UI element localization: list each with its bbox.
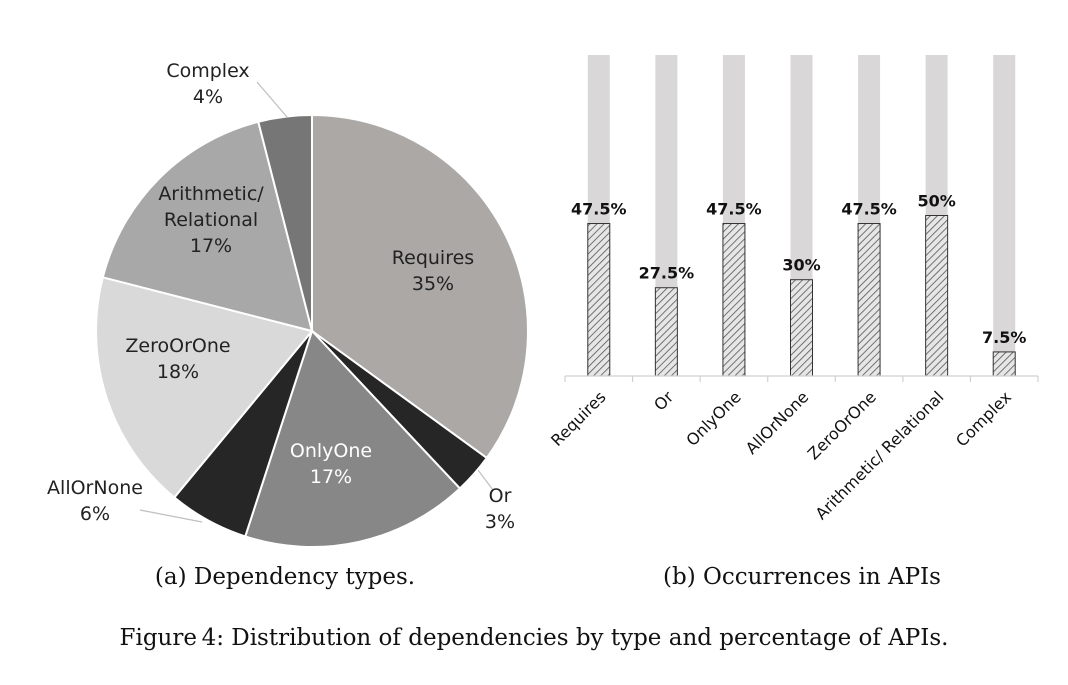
pie-label: OnlyOne 17% [290,440,372,488]
bar-value-label: 30% [782,256,820,275]
pie-slice-onlyone [243,329,462,548]
pie-label: Requires 35% [392,247,474,295]
pie-slice-arithmeticrelational [101,120,314,333]
bar-value-label: 47.5% [841,200,897,219]
bar-background [993,55,1016,376]
pie-label: ZeroOrOne 18% [125,335,230,383]
bar-value-label: 47.5% [571,200,627,219]
x-tick-label: OnlyOne [682,387,744,449]
pie-label: Complex 4% [166,60,249,108]
x-tick-label: Requires [547,387,610,450]
pie-label: Or 3% [485,485,515,533]
bar-caption: (b) Occurrences in APIs [663,564,941,590]
bar [790,279,813,377]
pie-leader-line [256,81,288,118]
bar [654,287,678,377]
pie-leader-line [139,509,203,523]
pie-caption: (a) Dependency types. [155,564,415,590]
bar [587,223,611,377]
bar-value-label: 27.5% [639,264,695,283]
bar [925,215,949,377]
bar-chart: 47.5% 27.5% 47.5% 30% 47.5% 50% 7.5% Requires O… [547,55,1039,523]
bar [992,351,1016,377]
x-tick-label: AllOrNone [742,387,813,458]
pie-leader-line [477,469,494,491]
pie-slice-requires [311,113,529,460]
bar-value-label: 7.5% [982,328,1026,347]
pie-chart: Requires 35% Or 3% OnlyOne 17% AllOrNone 6% Zero… [47,60,529,548]
x-tick-label: Complex [952,387,1015,450]
bar-value-label: 50% [917,192,955,211]
x-tick-label: Arithmetic/ Relational [812,387,948,523]
pie-label: AllOrNone 6% [47,477,143,525]
bar [722,223,746,377]
pie-slice-complex [257,113,313,332]
figure-caption: Figure 4: Distribution of dependencies b… [120,625,949,651]
pie-label: Arithmetic/Relational 17% [158,183,264,257]
pie-slice-zeroorone [95,276,314,499]
bar-value-label: 47.5% [706,200,762,219]
bar [857,223,881,377]
x-tick-label: Or [650,387,677,414]
